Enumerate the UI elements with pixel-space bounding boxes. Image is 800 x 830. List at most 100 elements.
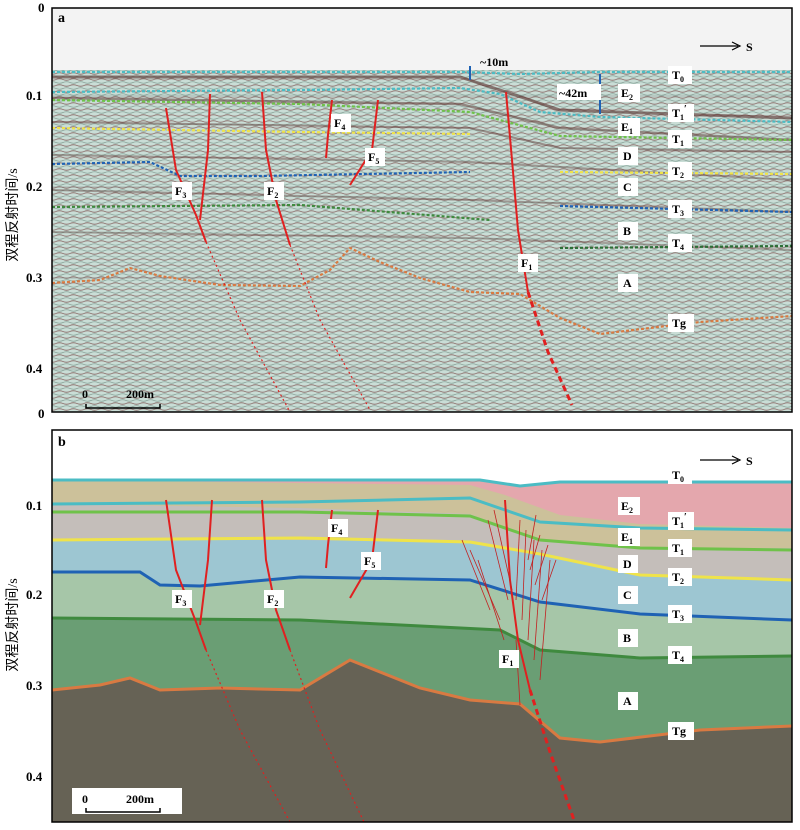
- svg-text:F5: F5: [364, 554, 375, 570]
- horizon-T1p-pick: [52, 86, 792, 124]
- fault-label-F4-b: F: [331, 521, 338, 535]
- fault-F3-b-east: [199, 499, 213, 626]
- svg-text:T4: T4: [672, 236, 684, 252]
- horizon-label-T3-a: T: [672, 202, 680, 216]
- horizon-label-T1-b: T: [672, 541, 680, 555]
- fault-label-F3-a: F: [175, 184, 182, 198]
- tick-a-0.3: 0.3: [26, 270, 43, 285]
- svg-text:F5: F5: [368, 150, 379, 166]
- horizon-Tg-line: [52, 658, 792, 744]
- basement-fill: [52, 660, 792, 822]
- svg-text:F1: F1: [521, 256, 532, 272]
- horizon-label-T4-b: T: [672, 648, 680, 662]
- fault-F3-a-extension: [205, 241, 291, 413]
- svg-text:E1: E1: [621, 530, 633, 546]
- tick-a-0.1: 0.1: [26, 88, 42, 103]
- scale-bar-a-zero: 0: [82, 387, 88, 401]
- fault-label-F5-b: F: [364, 554, 371, 568]
- unit-D-a: D: [623, 149, 632, 163]
- panel-b-letter: b: [58, 435, 66, 450]
- svg-text:E2: E2: [621, 499, 633, 515]
- panel-a-water: [52, 8, 792, 72]
- tick-b-0.2: 0.2: [26, 587, 42, 602]
- svg-text:F3: F3: [175, 184, 186, 200]
- svg-text:T3: T3: [672, 202, 684, 218]
- direction-label-b: S: [746, 454, 753, 468]
- horizon-label-T1p-b: T: [672, 514, 680, 528]
- unit-E2-b: E: [621, 499, 629, 513]
- horizon-label-T2-b: T: [672, 570, 680, 584]
- fault-label-F2-a: F: [267, 184, 274, 198]
- svg-text:T3: T3: [672, 607, 684, 623]
- svg-text:F4: F4: [334, 116, 345, 132]
- horizon-T3-pick: [52, 203, 491, 222]
- horizon-T1-line: [52, 536, 792, 582]
- ylabel-a: 双程反射时间/s: [5, 168, 21, 261]
- scale-bar-a-length: 200m: [126, 387, 154, 401]
- direction-arrow-b: S: [700, 454, 753, 468]
- axis-b: 0.1 0.2 0.3 0.4 双程反射时间/s: [5, 498, 43, 784]
- svg-text:E1: E1: [621, 120, 633, 136]
- svg-text:E2: E2: [621, 86, 633, 102]
- tick-b-0.4: 0.4: [26, 769, 43, 784]
- unit-B-a: B: [623, 224, 631, 238]
- panel-a: ~10m ~42m E2 E1 D C B A T0 T1′ T1 T: [51, 7, 793, 413]
- tick-b-0.1: 0.1: [26, 498, 42, 513]
- fault-label-F4-a: F: [334, 116, 341, 130]
- svg-text:T1: T1: [672, 132, 684, 148]
- svg-text:F2: F2: [267, 184, 278, 200]
- unit-E1-b: E: [621, 530, 629, 544]
- unit-A-a: A: [623, 276, 632, 290]
- fault-label-F5-a: F: [368, 150, 375, 164]
- svg-text:T0: T0: [672, 68, 684, 84]
- unit-D-b: D: [623, 557, 632, 571]
- svg-text:T1: T1: [672, 541, 684, 557]
- panel-a-horizon-labels: T0 T1′ T1 T2 T3 T4 Tg: [668, 66, 694, 332]
- panel-a-letter: a: [58, 11, 65, 26]
- fault-F1-b: [504, 499, 531, 691]
- fault-F3-a-east: [199, 93, 211, 221]
- horizon-label-T3-b: T: [672, 607, 680, 621]
- direction-arrow-a: S: [700, 40, 753, 54]
- horizon-label-T2-a: T: [672, 164, 680, 178]
- fault-F1-a-extension: [526, 291, 574, 406]
- unit-B-b: B: [623, 631, 631, 645]
- svg-text:T2: T2: [672, 164, 684, 180]
- horizon-T0-line: [52, 478, 792, 488]
- horizon-Tg-pick: [52, 246, 792, 336]
- horizon-T2-line: [52, 570, 792, 622]
- fault-F3-b-extension: [205, 649, 291, 822]
- scale-bar-a: 0 200m: [82, 387, 161, 409]
- tick-a-bottom: 0: [38, 406, 45, 421]
- tick-a-top: 0: [38, 0, 45, 15]
- horizon-T3-line: [52, 616, 792, 660]
- unit-C-a: C: [623, 180, 632, 194]
- fault-label-F3-b: F: [175, 592, 182, 606]
- unit-E2-a: E: [621, 86, 629, 100]
- horizon-label-T0-b: T: [672, 468, 680, 482]
- svg-text:T1′: T1′: [672, 104, 687, 122]
- horizon-E2base-pick: [52, 98, 792, 142]
- horizon-T2-pick: [52, 160, 471, 178]
- unit-E1-a: E: [621, 120, 629, 134]
- ylabel-b: 双程反射时间/s: [5, 578, 21, 671]
- unit-A-b: A: [623, 694, 632, 708]
- horizon-E1top-line: [52, 510, 792, 552]
- fault-label-F1-b: F: [502, 652, 509, 666]
- scale-bar-b: 0 200m: [72, 788, 182, 814]
- fault-F2-b-extension: [289, 649, 365, 822]
- panel-b: E2 E1 D C B A T0 T1′ T1 T2 T3 T4: [51, 429, 793, 823]
- scale-bar-b-zero: 0: [82, 792, 88, 806]
- scale-bar-b-length: 200m: [126, 792, 154, 806]
- thickness-label-42m: ~42m: [559, 86, 587, 100]
- panel-b-unit-labels: E2 E1 D C B A: [618, 497, 640, 710]
- svg-text:F3: F3: [175, 592, 186, 608]
- panel-b-fault-labels: F1 F2 F3 F4 F5: [172, 519, 519, 668]
- svg-text:T0: T0: [672, 468, 684, 484]
- tick-b-0.3: 0.3: [26, 678, 43, 693]
- horizon-label-T1-a: T: [672, 132, 680, 146]
- tick-a-0.4: 0.4: [26, 361, 43, 376]
- fault-F4-a: [325, 99, 333, 159]
- svg-text:F2: F2: [267, 592, 278, 608]
